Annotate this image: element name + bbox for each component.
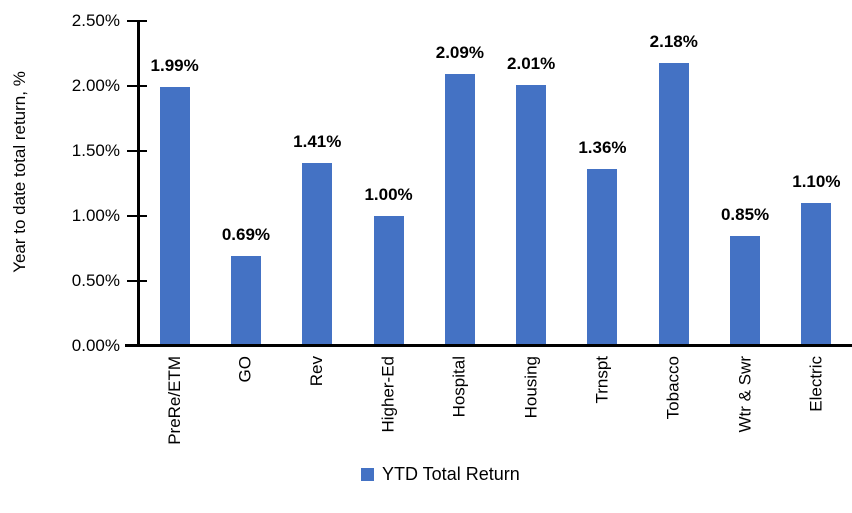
bar-go xyxy=(230,256,261,346)
bar-higher-ed xyxy=(373,216,404,346)
x-category-label: GO xyxy=(235,356,255,383)
y-tick-label: 0.50% xyxy=(71,271,120,290)
bar-trnspt xyxy=(587,169,618,346)
x-category-label: Rev xyxy=(307,356,327,387)
x-category-label: Housing xyxy=(521,356,541,419)
bar-wtr-swr xyxy=(730,235,761,346)
x-category-label: PreRe/ETM xyxy=(164,356,184,445)
bar-tobacco xyxy=(658,62,689,346)
bar-value-label: 1.99% xyxy=(150,56,199,76)
bar-value-label: 0.85% xyxy=(720,204,770,224)
x-category-label: Wtr & Swr xyxy=(735,356,755,433)
bar-value-label: 2.18% xyxy=(649,31,698,51)
bar-housing xyxy=(516,84,547,346)
bar-prere-etm xyxy=(159,87,190,346)
bar-value-label: 1.36% xyxy=(578,138,627,158)
bar-value-label: 2.09% xyxy=(435,43,484,63)
x-category-label: Trnspt xyxy=(592,356,612,404)
x-category-label: Hospital xyxy=(449,356,469,418)
legend-label: YTD Total Return xyxy=(382,464,520,484)
bar-electric xyxy=(801,203,832,346)
bar-value-label: 1.41% xyxy=(293,131,342,151)
bar-hospital xyxy=(444,74,475,346)
legend-marker-icon xyxy=(361,468,374,481)
bar-value-label: 2.01% xyxy=(507,53,556,73)
x-category-label: Electric xyxy=(806,356,826,412)
bar-value-label: 0.69% xyxy=(221,225,271,245)
x-category-label: Tobacco xyxy=(663,356,683,420)
x-axis-line xyxy=(125,344,852,347)
y-axis-line xyxy=(137,20,140,347)
y-tick-label: 2.00% xyxy=(71,76,120,95)
bar-value-label: 1.10% xyxy=(792,172,841,191)
legend: YTD Total Return xyxy=(361,464,520,485)
y-tick-label: 1.00% xyxy=(71,206,120,225)
y-tick-label: 1.50% xyxy=(71,141,120,160)
x-category-label: Higher-Ed xyxy=(378,356,398,433)
y-tick-label: 2.50% xyxy=(71,11,120,30)
y-tick-label: 0.00% xyxy=(71,336,120,355)
bar-value-label: 1.00% xyxy=(364,185,413,204)
bar-rev xyxy=(302,162,333,346)
y-axis-title: Year to date total return, % xyxy=(10,71,29,273)
